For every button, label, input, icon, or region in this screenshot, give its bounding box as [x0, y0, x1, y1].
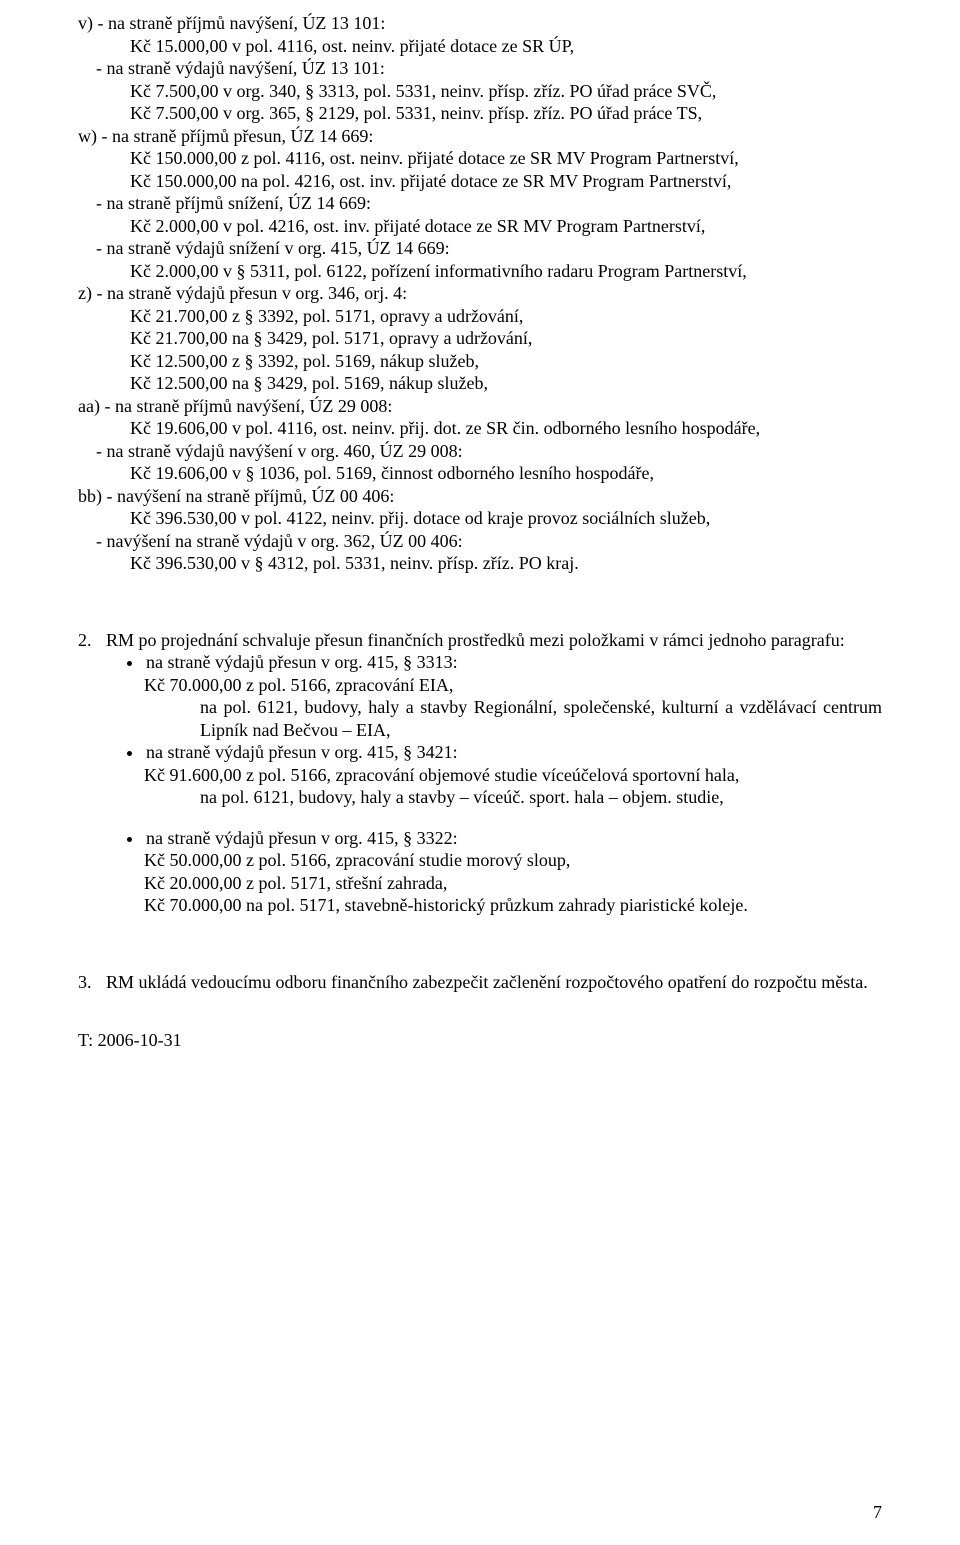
item-text: RM po projednání schvaluje přesun finanč…	[106, 629, 882, 652]
line: Kč 15.000,00 v pol. 4116, ost. neinv. př…	[78, 35, 882, 58]
bullet-list: na straně výdajů přesun v org. 415, § 33…	[78, 827, 882, 850]
line: Kč 19.606,00 v pol. 4116, ost. neinv. př…	[78, 417, 882, 440]
page-number: 7	[873, 1501, 882, 1524]
line: Kč 2.000,00 v § 5311, pol. 6122, pořízen…	[78, 260, 882, 283]
line: Kč 12.500,00 na § 3429, pol. 5169, nákup…	[78, 372, 882, 395]
bullet-list: na straně výdajů přesun v org. 415, § 33…	[78, 651, 882, 674]
line: Kč 21.700,00 na § 3429, pol. 5171, oprav…	[78, 327, 882, 350]
item-number: 3.	[78, 971, 106, 994]
line: na pol. 6121, budovy, haly a stavby – ví…	[78, 786, 882, 809]
line: Kč 7.500,00 v org. 340, § 3313, pol. 533…	[78, 80, 882, 103]
line: - na straně výdajů navýšení v org. 460, …	[78, 440, 882, 463]
line: - na straně příjmů snížení, ÚZ 14 669:	[78, 192, 882, 215]
numbered-item-3: 3. RM ukládá vedoucímu odboru finančního…	[78, 971, 882, 994]
line: Kč 50.000,00 z pol. 5166, zpracování stu…	[78, 849, 882, 872]
line: Kč 7.500,00 v org. 365, § 2129, pol. 533…	[78, 102, 882, 125]
line: na pol. 6121, budovy, haly a stavby Regi…	[78, 696, 882, 741]
item-text: RM ukládá vedoucímu odboru finančního za…	[106, 971, 882, 994]
line: z) - na straně výdajů přesun v org. 346,…	[78, 282, 882, 305]
line: w) - na straně příjmů přesun, ÚZ 14 669:	[78, 125, 882, 148]
bullet: na straně výdajů přesun v org. 415, § 34…	[144, 741, 882, 764]
line: Kč 91.600,00 z pol. 5166, zpracování obj…	[78, 764, 882, 787]
line: bb) - navýšení na straně příjmů, ÚZ 00 4…	[78, 485, 882, 508]
line: Kč 396.530,00 v pol. 4122, neinv. přij. …	[78, 507, 882, 530]
line: - na straně výdajů snížení v org. 415, Ú…	[78, 237, 882, 260]
document-body: v) - na straně příjmů navýšení, ÚZ 13 10…	[78, 12, 882, 1052]
line: Kč 70.000,00 na pol. 5171, stavebně-hist…	[78, 894, 882, 917]
line: - na straně výdajů navýšení, ÚZ 13 101:	[78, 57, 882, 80]
line: Kč 150.000,00 z pol. 4116, ost. neinv. p…	[78, 147, 882, 170]
line: Kč 20.000,00 z pol. 5171, střešní zahrad…	[78, 872, 882, 895]
bullet-list: na straně výdajů přesun v org. 415, § 34…	[78, 741, 882, 764]
date-line: T: 2006-10-31	[78, 1029, 882, 1052]
line: Kč 150.000,00 na pol. 4216, ost. inv. př…	[78, 170, 882, 193]
line: Kč 2.000,00 v pol. 4216, ost. inv. přija…	[78, 215, 882, 238]
line: Kč 12.500,00 z § 3392, pol. 5169, nákup …	[78, 350, 882, 373]
line: v) - na straně příjmů navýšení, ÚZ 13 10…	[78, 12, 882, 35]
line: aa) - na straně příjmů navýšení, ÚZ 29 0…	[78, 395, 882, 418]
line: - navýšení na straně výdajů v org. 362, …	[78, 530, 882, 553]
bullet: na straně výdajů přesun v org. 415, § 33…	[144, 651, 882, 674]
line: Kč 19.606,00 v § 1036, pol. 5169, činnos…	[78, 462, 882, 485]
line: Kč 21.700,00 z § 3392, pol. 5171, opravy…	[78, 305, 882, 328]
line: Kč 70.000,00 z pol. 5166, zpracování EIA…	[78, 674, 882, 697]
line: Kč 396.530,00 v § 4312, pol. 5331, neinv…	[78, 552, 882, 575]
item-number: 2.	[78, 629, 106, 652]
numbered-item-2: 2. RM po projednání schvaluje přesun fin…	[78, 629, 882, 652]
bullet: na straně výdajů přesun v org. 415, § 33…	[144, 827, 882, 850]
